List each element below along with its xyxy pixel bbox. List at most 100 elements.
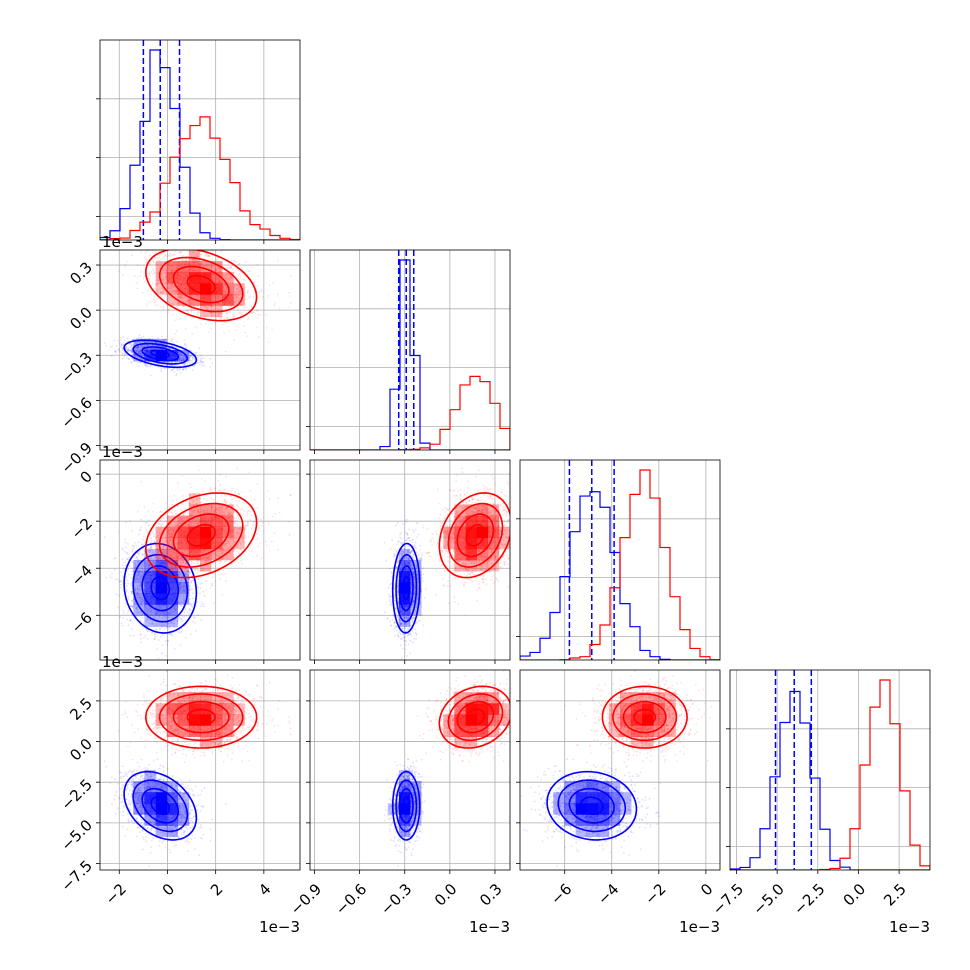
- sample-point: [171, 286, 174, 289]
- sample-point: [143, 264, 145, 267]
- sample-point: [161, 287, 164, 289]
- sample-point: [141, 340, 144, 343]
- sample-point: [213, 270, 216, 273]
- sample-point: [178, 367, 181, 370]
- sample-point: [139, 596, 142, 599]
- sample-point: [173, 371, 176, 374]
- sample-point: [229, 266, 232, 269]
- sample-point: [184, 355, 187, 358]
- sample-point: [214, 314, 217, 317]
- sample-point: [157, 297, 160, 300]
- sample-point: [153, 299, 155, 301]
- sample-point: [218, 313, 220, 315]
- sample-point: [175, 250, 177, 253]
- sample-point: [156, 617, 159, 620]
- sample-point: [134, 552, 136, 555]
- sample-point: [219, 316, 222, 319]
- sample-point: [194, 352, 196, 355]
- density-cell: [166, 283, 179, 295]
- sample-point: [180, 620, 183, 623]
- sample-point: [175, 288, 178, 291]
- sample-point: [155, 557, 158, 559]
- sample-point: [162, 289, 165, 292]
- sample-point: [160, 290, 162, 293]
- sample-point: [169, 244, 171, 246]
- sample-point: [158, 531, 161, 534]
- sample-point: [127, 610, 130, 612]
- sample-point: [168, 611, 171, 614]
- sample-point: [169, 612, 171, 615]
- sample-point: [169, 632, 172, 635]
- sample-point: [182, 495, 185, 497]
- sample-point: [175, 330, 178, 333]
- sample-point: [129, 634, 132, 637]
- sample-point: [180, 353, 183, 356]
- y-tick-label: −0.3: [58, 349, 96, 387]
- sample-point: [138, 352, 141, 355]
- sample-point: [152, 571, 155, 574]
- density-cell: [188, 250, 201, 262]
- sample-point: [121, 564, 124, 567]
- density-cell: [222, 283, 234, 295]
- sample-point: [234, 294, 237, 297]
- sample-point: [172, 248, 174, 250]
- sample-point: [160, 363, 163, 366]
- sample-point: [210, 263, 213, 266]
- sample-point: [156, 283, 159, 285]
- sample-point: [163, 624, 166, 627]
- sample-point: [137, 578, 140, 581]
- sample-point: [179, 356, 182, 359]
- sample-point: [138, 570, 141, 572]
- sample-point: [165, 584, 167, 587]
- sample-point: [140, 480, 143, 483]
- sample-point: [156, 284, 158, 287]
- sample-point: [195, 629, 197, 632]
- sample-point: [236, 288, 238, 291]
- sample-point: [178, 360, 181, 362]
- sample-point: [229, 305, 232, 308]
- sample-point: [242, 513, 245, 516]
- sample-point: [215, 317, 218, 320]
- sample-point: [192, 251, 195, 253]
- sample-point: [147, 630, 149, 632]
- sample-point: [164, 254, 167, 257]
- sample-point: [142, 621, 145, 624]
- sample-point: [125, 346, 127, 348]
- sample-point: [140, 337, 143, 340]
- sample-point: [176, 620, 179, 623]
- panel-content: [310, 250, 510, 450]
- sample-point: [167, 287, 170, 290]
- sample-point: [194, 583, 197, 586]
- sample-point: [165, 278, 168, 280]
- sample-point: [211, 362, 214, 364]
- sample-point: [169, 579, 171, 582]
- sample-point: [233, 281, 236, 284]
- sample-point: [148, 564, 151, 567]
- density-cell: [144, 582, 156, 594]
- sample-point: [152, 502, 155, 505]
- sample-point: [130, 593, 133, 595]
- sample-point: [244, 294, 247, 297]
- sample-point: [288, 534, 291, 537]
- sample-point: [158, 550, 161, 553]
- sample-point: [231, 277, 233, 280]
- sample-point: [171, 368, 174, 371]
- sample-point: [109, 575, 112, 577]
- sample-point: [140, 565, 142, 568]
- sample-point: [152, 269, 155, 272]
- sample-point: [161, 652, 164, 655]
- sample-point: [160, 306, 163, 308]
- sample-point: [206, 254, 209, 257]
- sample-point: [237, 284, 240, 287]
- sample-point: [136, 592, 139, 595]
- sample-point: [124, 550, 127, 553]
- sample-point: [244, 535, 247, 537]
- sample-point: [199, 587, 202, 589]
- sample-point: [130, 352, 133, 354]
- sample-point: [224, 291, 227, 293]
- sample-point: [253, 280, 256, 283]
- sample-point: [189, 585, 192, 588]
- sample-point: [146, 532, 149, 535]
- sample-point: [144, 345, 147, 347]
- sample-point: [170, 567, 173, 570]
